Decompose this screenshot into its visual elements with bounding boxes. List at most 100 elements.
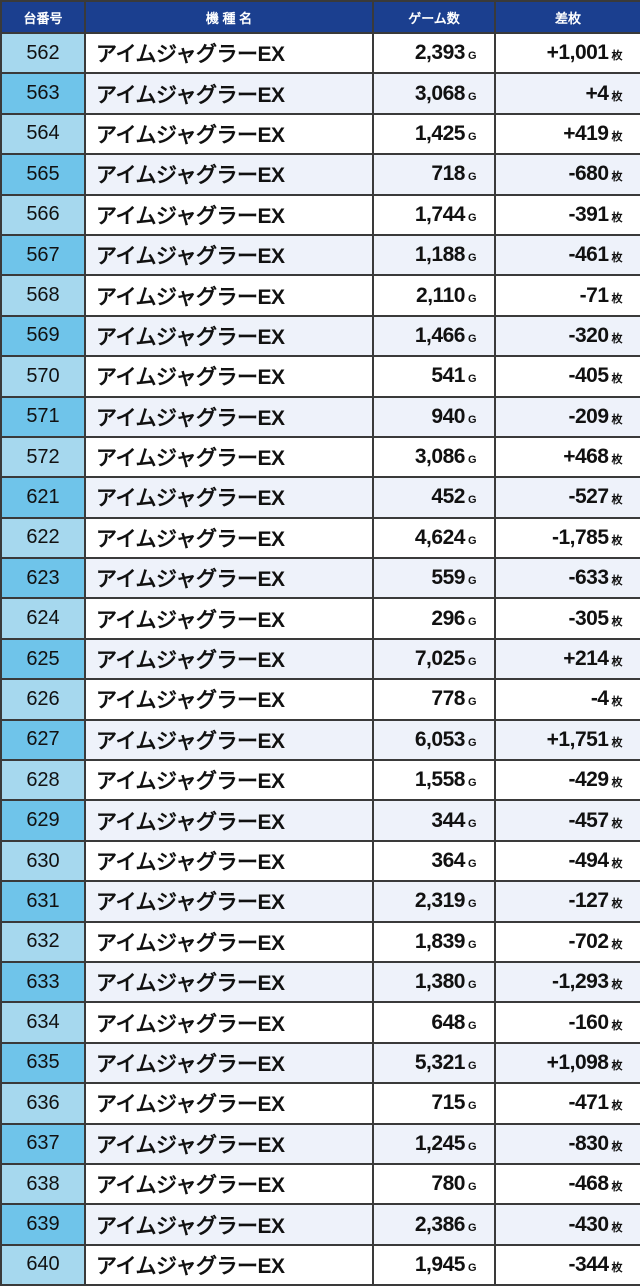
game-count: 3,068 G [372,72,496,115]
game-count-value: 1,839 [414,929,466,953]
machine-name: アイムジャグラーEX [84,597,374,640]
game-count-value: 7,025 [414,647,466,671]
table-row: 569 アイムジャグラーEX 1,466 G -320 枚 [0,314,640,358]
game-count: 718 G [372,153,496,196]
coin-unit: 枚 [611,373,623,386]
machine-number: 633 [0,960,86,1004]
coin-unit: 枚 [611,494,623,507]
machine-number: 572 [0,435,86,479]
coin-diff-value: +1,001 [546,41,609,65]
game-count: 1,945 G [372,1243,496,1286]
game-count-value: 541 [431,364,465,388]
machine-number: 562 [0,31,86,75]
game-count: 541 G [372,355,496,398]
game-unit: G [467,494,477,507]
game-unit: G [467,171,477,184]
coin-diff-value: -209 [568,404,609,428]
coin-diff: -633 枚 [494,557,640,600]
header-diff: 差枚 [494,0,640,34]
coin-unit: 枚 [611,1140,623,1153]
game-unit: G [467,50,477,63]
table-row: 634 アイムジャグラーEX 648 G -160 枚 [0,1001,640,1044]
table-row: 621 アイムジャグラーEX 452 G -527 枚 [0,476,640,519]
machine-name: アイムジャグラーEX [84,395,374,438]
machine-number: 565 [0,153,86,196]
coin-unit: 枚 [611,656,623,669]
game-count-value: 1,245 [414,1131,466,1155]
game-count: 940 G [372,395,496,438]
coin-diff-value: -429 [568,768,609,792]
table-row: 627 アイムジャグラーEX 6,053 G +1,751 枚 [0,718,640,762]
coin-diff-value: -160 [568,1010,609,1034]
coin-diff: -468 枚 [494,1162,640,1206]
game-count-value: 715 [431,1091,465,1115]
game-count: 3,086 G [372,435,496,479]
coin-diff: +468 枚 [494,435,640,479]
coin-unit: 枚 [611,1181,623,1194]
coin-diff-value: -320 [568,323,609,347]
game-unit: G [467,696,477,709]
machine-number: 563 [0,72,86,115]
game-unit: G [467,1221,477,1234]
coin-diff: -457 枚 [494,799,640,842]
game-unit: G [467,1019,477,1032]
table-row: 567 アイムジャグラーEX 1,188 G -461 枚 [0,233,640,277]
table-row: 623 アイムジャグラーEX 559 G -633 枚 [0,557,640,600]
machine-number: 638 [0,1162,86,1206]
game-unit: G [467,1140,477,1153]
game-unit: G [467,1059,477,1072]
game-count-value: 1,380 [414,970,466,994]
table-row: 562 アイムジャグラーEX 2,393 G +1,001 枚 [0,31,640,75]
game-unit: G [467,90,477,103]
game-unit: G [467,898,477,911]
game-unit: G [467,413,477,426]
game-count: 2,393 G [372,31,496,75]
machine-number: 622 [0,516,86,560]
coin-diff-value: -305 [568,606,609,630]
game-count-value: 364 [431,849,465,872]
machine-name: アイムジャグラーEX [84,1041,374,1085]
machine-name: アイムジャグラーEX [84,1162,374,1206]
coin-unit: 枚 [611,615,623,628]
coin-diff: +1,751 枚 [494,718,640,762]
machine-name: アイムジャグラーEX [84,960,374,1004]
game-unit: G [467,817,477,830]
coin-diff-value: -680 [568,162,609,186]
coin-unit: 枚 [611,1059,623,1072]
game-unit: G [467,130,477,143]
table-row: 638 アイムジャグラーEX 780 G -468 枚 [0,1162,640,1206]
coin-diff: -471 枚 [494,1082,640,1125]
coin-diff: +1,098 枚 [494,1041,640,1085]
coin-diff: -429 枚 [494,759,640,802]
game-count: 296 G [372,597,496,640]
machine-name: アイムジャグラーEX [84,678,374,721]
coin-unit: 枚 [611,858,623,870]
machine-number: 626 [0,678,86,721]
game-count-value: 452 [431,485,465,509]
header-name: 機 種 名 [84,0,374,34]
machine-name: アイムジャグラーEX [84,112,374,156]
game-count: 2,319 G [372,880,496,923]
coin-diff-value: -405 [568,364,609,388]
coin-diff-value: -527 [568,485,609,509]
game-count: 1,380 G [372,960,496,1004]
table-row: 564 アイムジャグラーEX 1,425 G +419 枚 [0,112,640,156]
game-count: 1,425 G [372,112,496,156]
coin-unit: 枚 [611,252,623,265]
game-unit: G [467,575,477,588]
coin-unit: 枚 [611,898,623,911]
coin-diff-value: -471 [568,1091,609,1115]
coin-diff: -305 枚 [494,597,640,640]
coin-diff-value: -4 [590,687,609,711]
table-row: 628 アイムジャグラーEX 1,558 G -429 枚 [0,759,640,802]
coin-diff-value: +468 [563,445,609,469]
coin-diff-value: -71 [579,283,609,307]
coin-unit: 枚 [611,1221,623,1234]
coin-unit: 枚 [611,817,623,830]
game-count: 6,053 G [372,718,496,762]
machine-number: 632 [0,920,86,963]
machine-number: 634 [0,1001,86,1044]
coin-unit: 枚 [611,979,623,992]
coin-diff-value: -430 [568,1212,609,1236]
machine-name: アイムジャグラーEX [84,1243,374,1286]
